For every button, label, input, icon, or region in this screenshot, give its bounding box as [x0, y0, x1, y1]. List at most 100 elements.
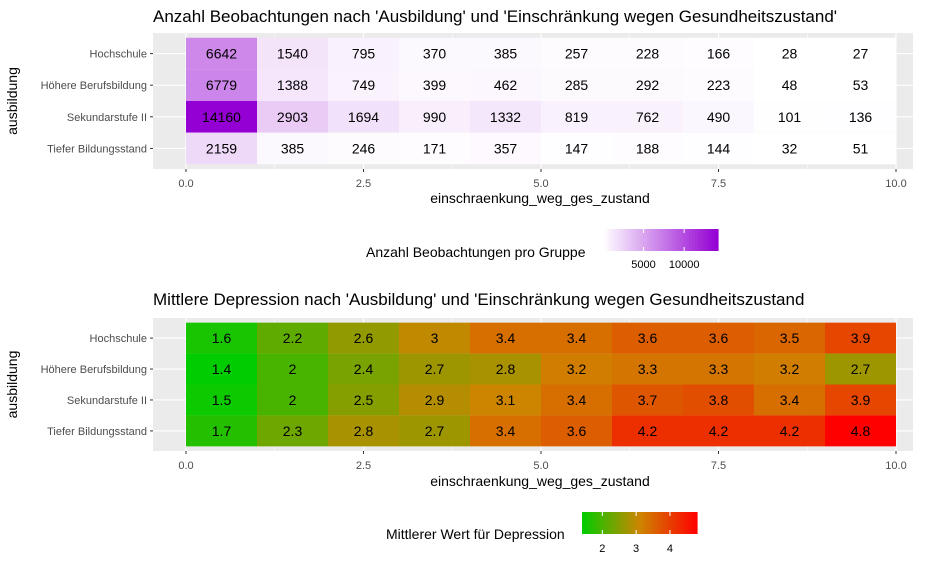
cell-value-label: 3.4 [567, 330, 587, 346]
heatmap-cell [683, 384, 754, 416]
heatmap-cell [470, 353, 541, 385]
heatmap-cell [399, 353, 470, 385]
heatmap-cell [541, 69, 612, 101]
heatmap-cell [186, 101, 257, 133]
cell-value-label: 147 [565, 140, 589, 156]
legend-gradient-step [582, 512, 586, 534]
x-tick-label: 2.5 [356, 460, 371, 472]
y-axis-title: ausbildung [4, 67, 20, 135]
legend-gradient-step [694, 512, 698, 534]
legend-gradient-step [616, 512, 620, 534]
legend-gradient-step [642, 512, 646, 534]
legend-gradient-step [639, 512, 643, 534]
legend-gradient-step [665, 512, 669, 534]
heatmap-cell [257, 101, 328, 133]
cell-value-label: 223 [707, 77, 731, 93]
y-tick-label: Sekundarstufe II [67, 112, 147, 124]
legend-gradient-step [587, 512, 592, 534]
heatmap-chart-1: Anzahl Beobachtungen nach 'Ausbildung' u… [4, 7, 913, 271]
cell-value-label: 32 [782, 140, 798, 156]
legend-gradient-step [656, 512, 661, 534]
legend-gradient-step [645, 512, 649, 534]
legend-gradient-step [623, 229, 627, 251]
heatmap-cell [754, 132, 825, 165]
heatmap-cell [328, 353, 399, 385]
cell-value-label: 2.6 [354, 330, 374, 346]
legend-gradient-step [608, 229, 613, 251]
legend-gradient-step [692, 229, 696, 251]
heatmap-cell [612, 322, 683, 354]
cell-value-label: 3.6 [709, 330, 729, 346]
legend-tick-label: 5000 [631, 259, 655, 271]
legend-gradient-step [637, 229, 641, 251]
heatmap-cell [186, 322, 257, 354]
heatmap-cell [541, 384, 612, 416]
heatmap-cell [328, 37, 399, 70]
cell-value-label: 370 [423, 46, 447, 62]
legend-gradient-step [614, 229, 618, 251]
chart-title: Anzahl Beobachtungen nach 'Ausbildung' u… [153, 7, 837, 26]
legend-gradient-step [688, 512, 692, 534]
heatmap-cell [186, 384, 257, 416]
legend-gradient-step [660, 229, 664, 251]
legend-gradient-step [685, 512, 689, 534]
cell-value-label: 490 [707, 109, 731, 125]
legend-gradient-step [686, 229, 690, 251]
cell-value-label: 3 [431, 330, 439, 346]
chart-title: Mittlere Depression nach 'Ausbildung' un… [153, 290, 804, 309]
heatmap-cell [541, 353, 612, 385]
legend-gradient-step [619, 512, 623, 534]
cell-value-label: 1.6 [212, 330, 232, 346]
heatmap-cell [399, 132, 470, 165]
legend-gradient-step [674, 512, 678, 534]
heatmap-cell [186, 37, 257, 70]
cell-value-label: 1694 [348, 109, 379, 125]
legend-gradient-step [628, 229, 633, 251]
y-tick-label: Höhere Berufsbildung [41, 80, 147, 92]
legend-gradient-step [613, 512, 618, 534]
legend-gradient-step [596, 512, 600, 534]
legend-gradient-step [643, 229, 647, 251]
legend-gradient-step [610, 512, 615, 534]
x-tick-label: 10.0 [885, 460, 906, 472]
heatmap-cell [754, 353, 825, 385]
legend-gradient-step [674, 229, 679, 251]
legend-gradient-step [599, 512, 603, 534]
heatmap-cell [257, 69, 328, 101]
cell-value-label: 188 [636, 140, 660, 156]
heatmap-cell [257, 37, 328, 70]
heatmap-cell [754, 384, 825, 416]
cell-value-label: 246 [352, 140, 376, 156]
cell-value-label: 1540 [277, 46, 308, 62]
heatmap-cell [257, 415, 328, 447]
legend-gradient-step [676, 512, 681, 534]
cell-value-label: 292 [636, 77, 660, 93]
heatmap-cell [825, 101, 896, 133]
cell-value-label: 2.8 [496, 361, 516, 377]
cell-value-label: 2.5 [354, 392, 374, 408]
legend-gradient-step [666, 229, 670, 251]
cell-value-label: 6642 [206, 46, 237, 62]
heatmap-cell [683, 69, 754, 101]
heatmap-cell [399, 415, 470, 447]
cell-value-label: 4.2 [780, 423, 800, 439]
color-legend: Anzahl Beobachtungen pro Gruppe 5000 10000 [366, 229, 719, 271]
legend-gradient-step [668, 512, 672, 534]
cell-value-label: 2.7 [851, 361, 871, 377]
cell-value-label: 2.2 [283, 330, 303, 346]
legend-gradient-step [640, 229, 644, 251]
cell-value-label: 3.4 [567, 392, 587, 408]
heatmap-cell [541, 322, 612, 354]
legend-gradient-step [657, 229, 662, 251]
legend-gradient-step [651, 229, 656, 251]
cell-value-label: 2903 [277, 109, 308, 125]
heatmap-cell [612, 101, 683, 133]
legend-tick-label: 3 [633, 543, 639, 555]
heatmap-cell [541, 415, 612, 447]
heatmap-cell [683, 37, 754, 70]
legend-gradient-step [689, 229, 693, 251]
heatmap-cell [257, 353, 328, 385]
legend-gradient-step [631, 229, 636, 251]
cell-value-label: 28 [782, 46, 798, 62]
legend-gradient-step [683, 229, 687, 251]
